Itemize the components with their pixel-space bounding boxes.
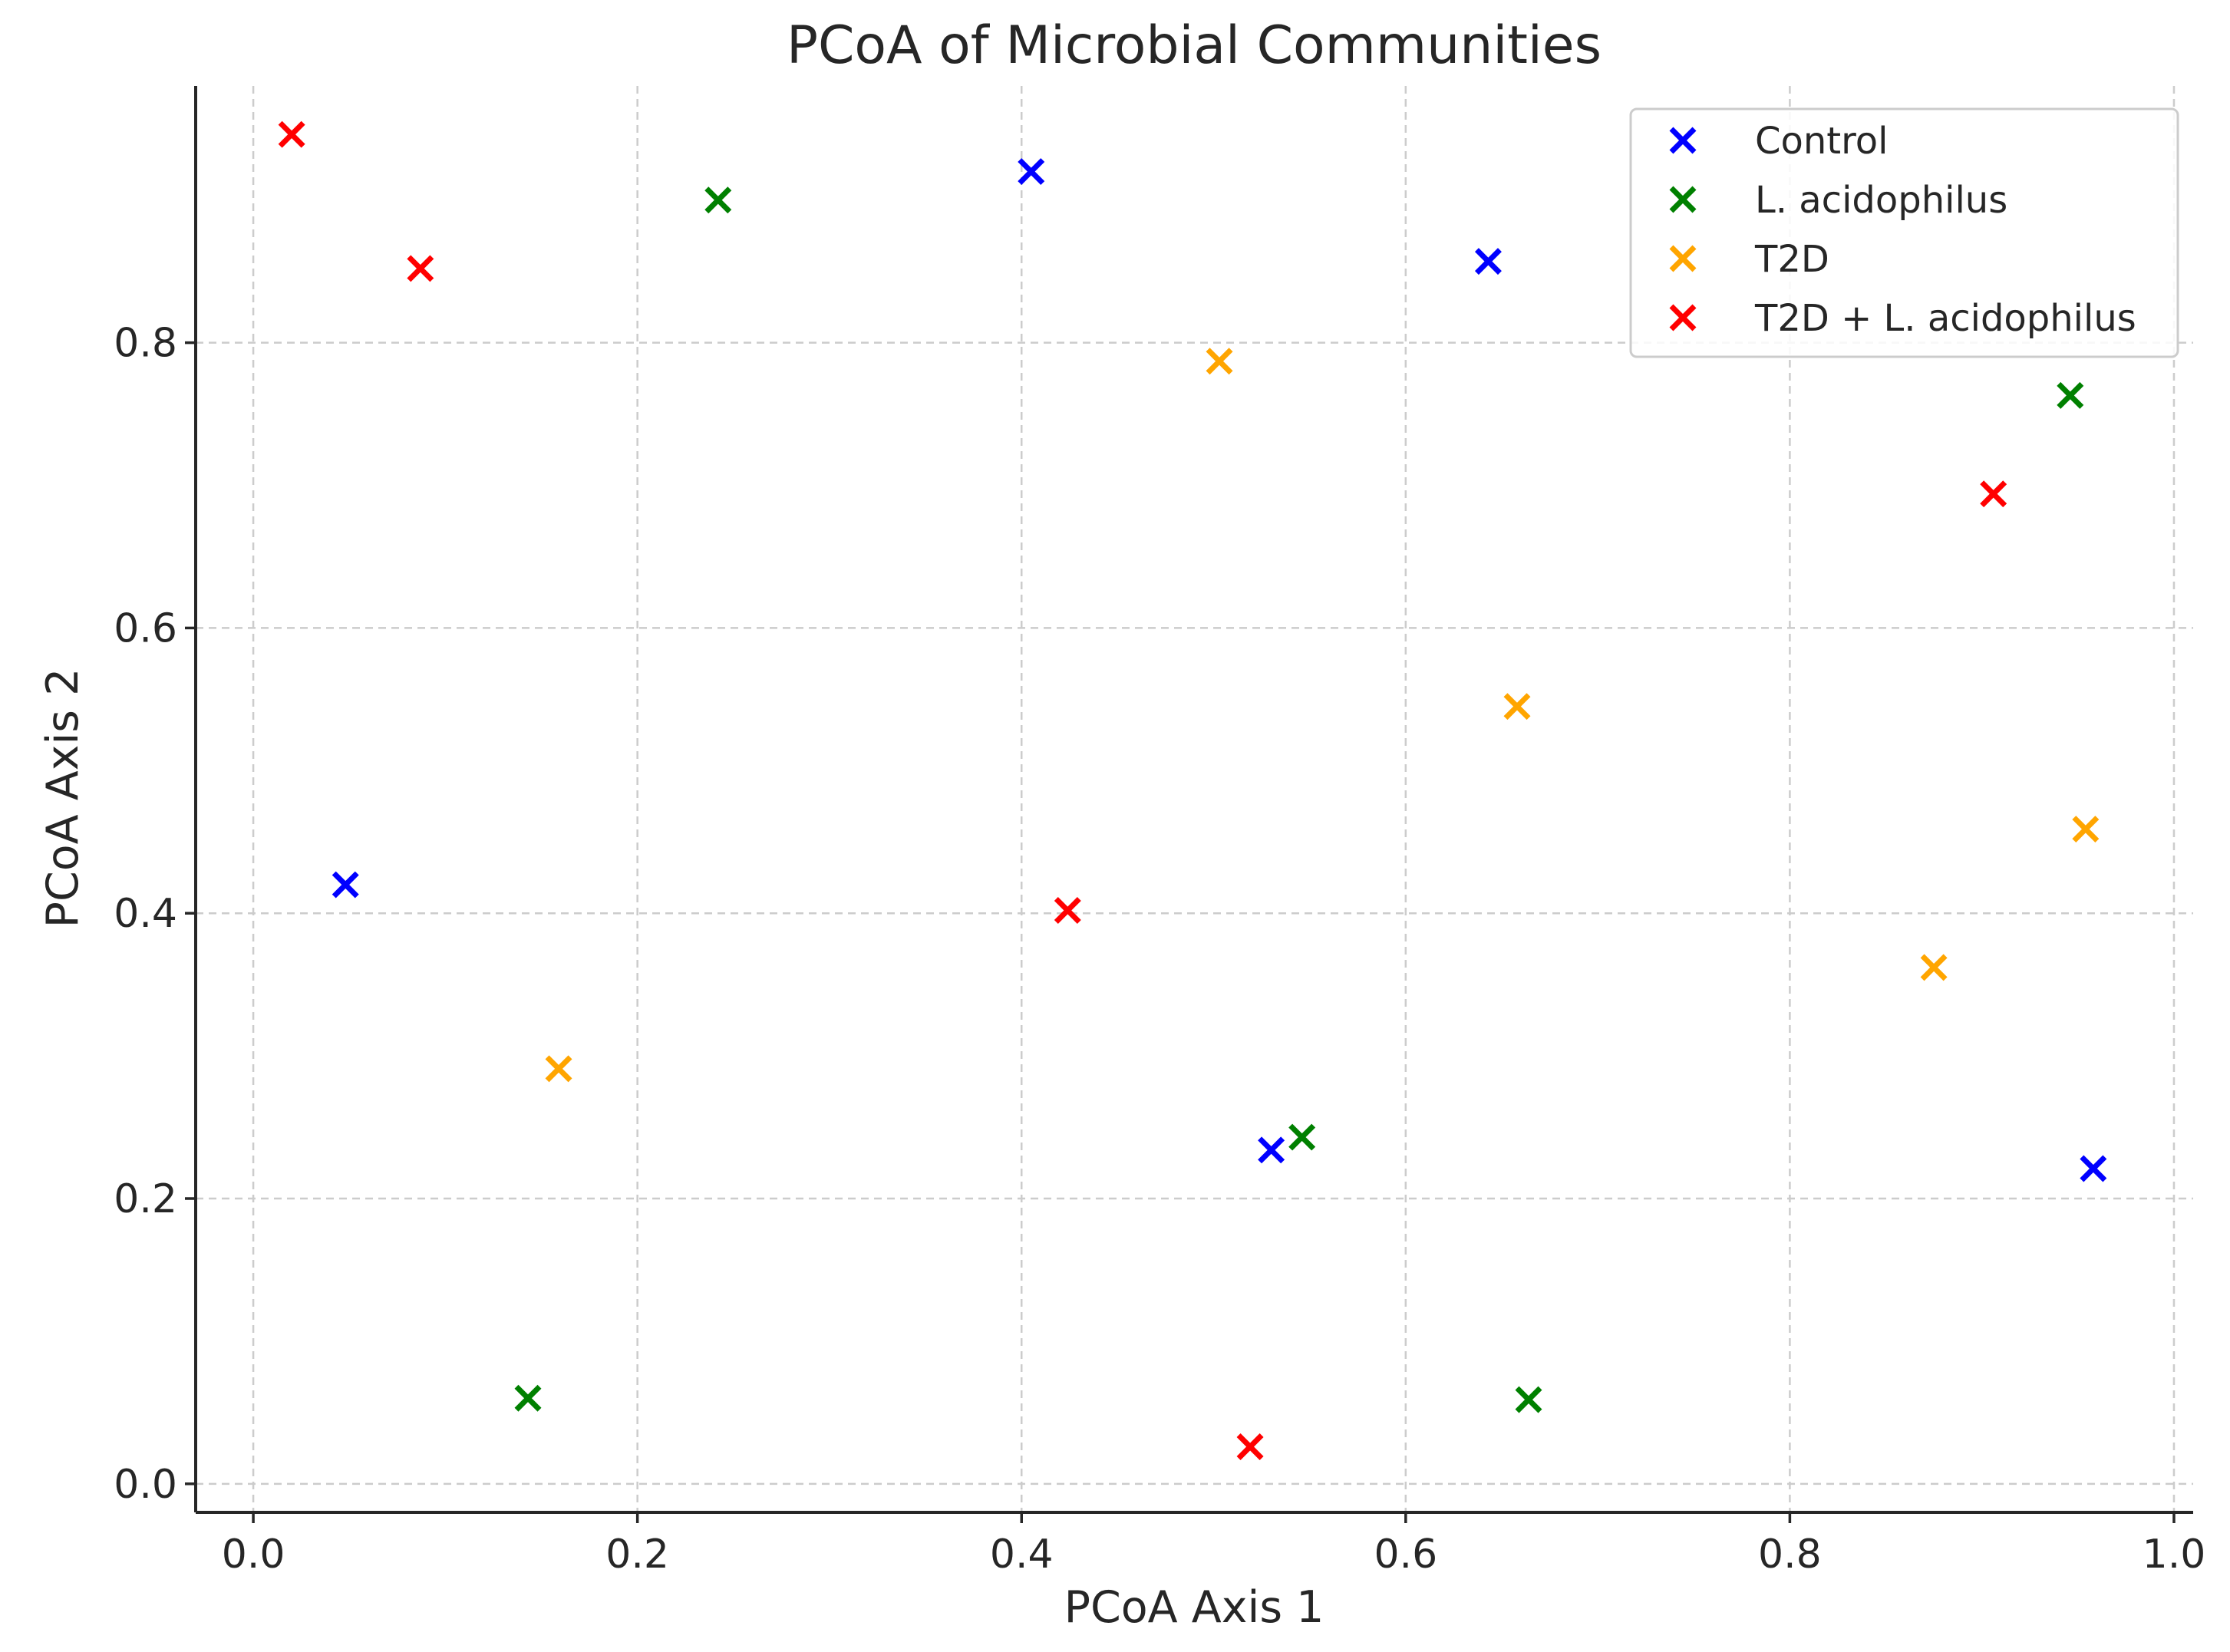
point-control: [1018, 158, 1045, 186]
legend-marker-t2d: [1669, 245, 1697, 272]
data-points: [278, 120, 2107, 1460]
y-tick-label: 0.4: [114, 891, 177, 937]
point-control: [1474, 248, 1502, 275]
chart-title: PCoA of Microbial Communities: [787, 15, 1602, 76]
x-tick-label: 0.2: [605, 1532, 669, 1578]
legend-item-t2d-l-acidophilus: T2D + L. acidophilus: [1669, 297, 2136, 340]
point-control: [2080, 1155, 2107, 1182]
y-tick-label: 0.6: [114, 605, 177, 651]
x-ticks: 0.0 0.2 0.4 0.6 0.8 1.0: [222, 1512, 2206, 1578]
point-t2d-l-acidophilus: [1980, 480, 2007, 508]
point-t2d-l-acidophilus: [278, 120, 305, 148]
legend: Control L. acidophilus T2D T2D + L. acidoph…: [1629, 107, 2179, 358]
y-tick-label: 0.0: [114, 1462, 177, 1508]
point-t2d: [1503, 693, 1531, 720]
y-ticks: 0.0 0.2 0.4 0.6 0.8: [114, 321, 196, 1508]
x-tick-label: 1.0: [2143, 1532, 2206, 1578]
point-control: [1258, 1136, 1285, 1164]
y-tick-label: 0.8: [114, 321, 177, 367]
legend-marker-l-acidophilus: [1669, 186, 1697, 213]
x-axis-label: PCoA Axis 1: [1064, 1582, 1324, 1633]
point-t2d-l-acidophilus: [1054, 897, 1081, 924]
legend-item-l-acidophilus: L. acidophilus: [1669, 179, 2007, 222]
point-l-acidophilus: [2057, 381, 2084, 409]
axes: [194, 86, 2193, 1514]
legend-item-control: Control: [1669, 120, 1889, 163]
x-tick-label: 0.0: [222, 1532, 285, 1578]
x-tick-label: 0.8: [1758, 1532, 1822, 1578]
point-t2d-l-acidophilus: [1236, 1433, 1264, 1460]
point-t2d-l-acidophilus: [407, 255, 434, 282]
legend-label-control: Control: [1755, 120, 1889, 163]
point-l-acidophilus: [704, 186, 732, 214]
point-t2d: [2072, 816, 2100, 843]
point-l-acidophilus: [1515, 1386, 1542, 1413]
legend-box: [1629, 107, 2179, 358]
legend-marker-t2d-l-acidophilus: [1669, 304, 1697, 331]
legend-label-l-acidophilus: L. acidophilus: [1755, 179, 2007, 222]
point-t2d: [1206, 348, 1233, 375]
x-tick-label: 0.4: [990, 1532, 1054, 1578]
point-control: [332, 871, 359, 899]
point-t2d: [1920, 954, 1948, 981]
point-t2d: [545, 1055, 572, 1083]
y-tick-label: 0.2: [114, 1176, 177, 1222]
legend-marker-control: [1669, 127, 1697, 154]
x-tick-label: 0.6: [1374, 1532, 1437, 1578]
y-axis-label: PCoA Axis 2: [38, 668, 88, 928]
legend-label-t2d: T2D: [1754, 238, 1829, 281]
grid: [196, 86, 2193, 1512]
legend-label-t2d-l-acidophilus: T2D + L. acidophilus: [1754, 297, 2136, 340]
point-l-acidophilus: [1288, 1123, 1316, 1151]
point-l-acidophilus: [514, 1384, 542, 1412]
legend-item-t2d: T2D: [1669, 238, 1829, 281]
